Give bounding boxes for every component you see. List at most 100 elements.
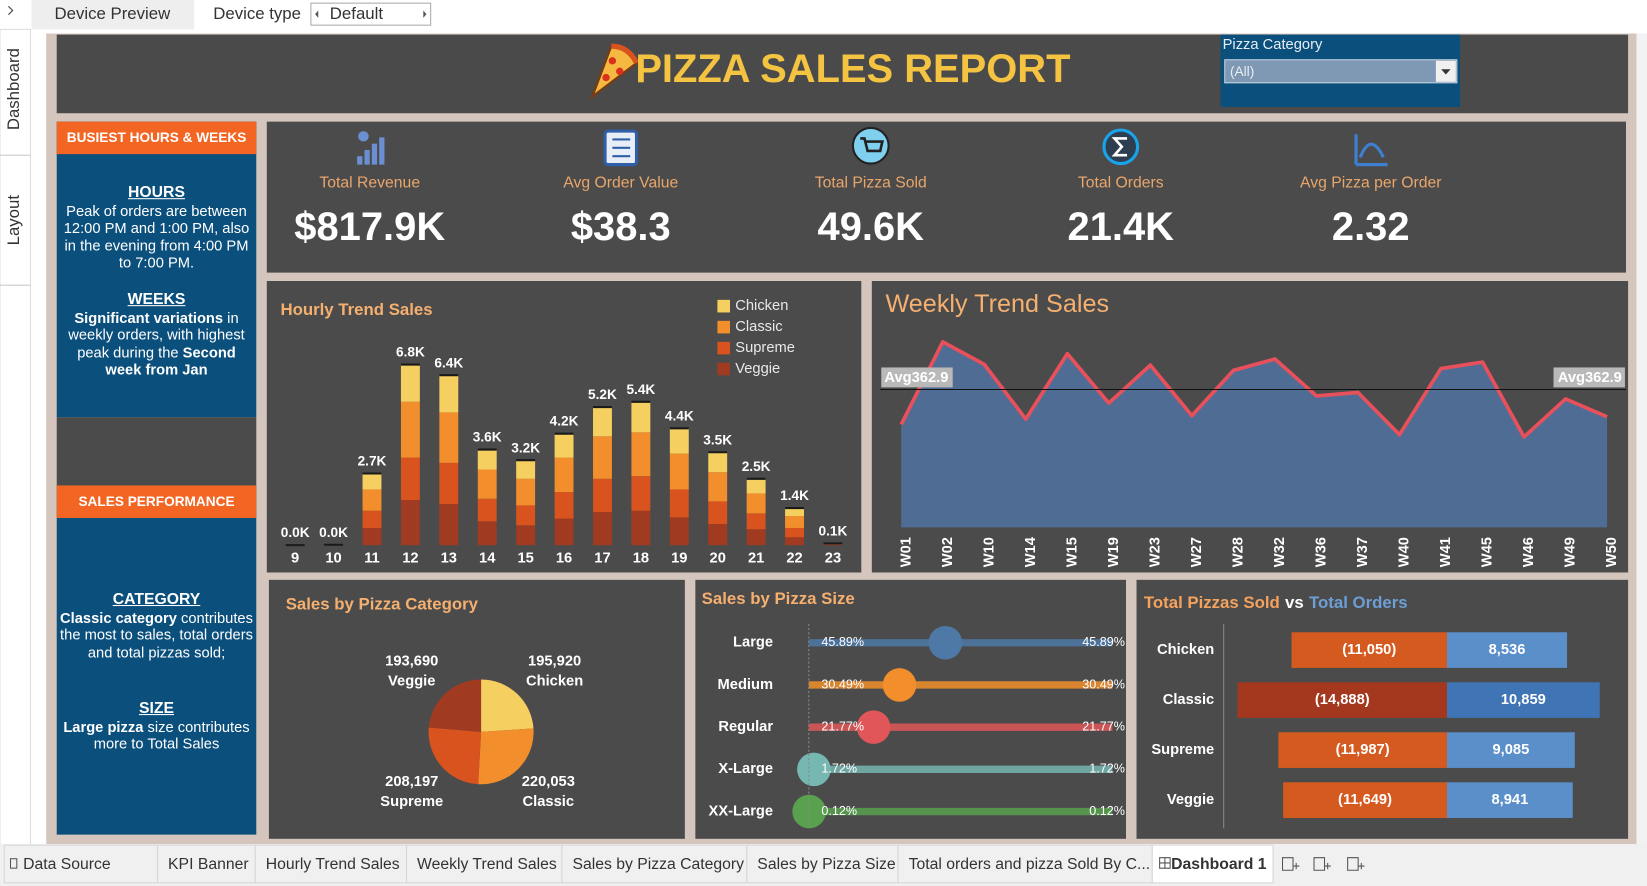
x-tick-label: W28 xyxy=(1231,537,1247,567)
tab-label: Weekly Trend Sales xyxy=(417,856,557,873)
bar-total-label: 3.2K xyxy=(511,440,540,455)
section-header-bg xyxy=(56,485,257,518)
new-sheet-button[interactable] xyxy=(1313,857,1331,871)
x-tick-label: 12 xyxy=(402,551,418,567)
legend-label: Classic xyxy=(735,319,782,335)
x-tick-label: 18 xyxy=(633,551,649,567)
side-tab[interactable]: Dashboard xyxy=(4,48,23,130)
title-series-a: Total Pizzas Sold xyxy=(1144,593,1280,612)
bar-total-label: 3.5K xyxy=(703,432,732,447)
tab[interactable] xyxy=(561,844,748,884)
y-tick-label: Supreme xyxy=(1151,742,1214,758)
x-tick-label: W19 xyxy=(1106,537,1122,567)
chart-title: Total Pizzas Sold vs Total Orders xyxy=(1144,593,1408,612)
note-run: Classic category xyxy=(60,608,177,626)
bar-segment xyxy=(400,457,420,501)
kpi-label: Total Pizza Sold xyxy=(815,175,927,192)
y-tick-label: Medium xyxy=(718,677,774,693)
legend-label: Veggie xyxy=(735,361,780,377)
kpi-icon-bar xyxy=(379,137,385,165)
bar-total-label: 5.2K xyxy=(588,387,617,402)
note-heading: CATEGORY xyxy=(112,591,201,609)
bar-segment xyxy=(516,478,536,506)
bar-segment xyxy=(477,449,497,470)
slice-category-label: Chicken xyxy=(526,673,583,689)
bar-segment xyxy=(516,505,536,526)
tab-label: KPI Banner xyxy=(168,856,249,873)
x-tick-label: W02 xyxy=(940,537,956,567)
bar-segment xyxy=(631,476,651,511)
bar-total-label: 4.4K xyxy=(665,408,694,423)
x-tick-label: 17 xyxy=(594,551,610,567)
note: WEEKS Significant variations in weekly or… xyxy=(59,291,254,378)
x-tick-label: W14 xyxy=(1023,536,1039,567)
tab-label: Sales by Pizza Size xyxy=(757,856,896,873)
kpi-icon xyxy=(851,126,890,165)
legend-label: Chicken xyxy=(735,298,788,314)
kpi-icon xyxy=(357,131,385,165)
note-text: Significant variations in weekly orders,… xyxy=(59,309,254,378)
device-type-select[interactable] xyxy=(310,2,432,26)
kpi-label: Avg Pizza per Order xyxy=(1300,175,1442,192)
value-label: 45.89% xyxy=(821,635,864,649)
x-tick-label: 22 xyxy=(786,551,802,567)
tab[interactable] xyxy=(897,844,1153,884)
bar-total-label: 0.0K xyxy=(281,525,310,540)
note-text: Classic category contributes the most to… xyxy=(59,609,254,661)
value-label: 1.72% xyxy=(821,762,857,776)
note-run: Second week from Jan xyxy=(105,343,236,378)
bar-segment xyxy=(554,492,574,519)
title-connector: vs xyxy=(1285,593,1304,612)
bar-segment xyxy=(593,407,612,437)
tab[interactable] xyxy=(3,844,159,884)
size-panel xyxy=(695,579,1127,839)
bar-segment xyxy=(593,512,612,546)
pie-slice xyxy=(428,679,482,732)
tab[interactable] xyxy=(1151,844,1274,884)
x-tick-label: W46 xyxy=(1521,537,1537,567)
device-preview-bg[interactable] xyxy=(31,0,195,30)
bar-value-label: (14,888) xyxy=(1315,692,1370,708)
bar-segment xyxy=(439,412,459,463)
y-tick-label: XX-Large xyxy=(709,803,774,819)
bar-segment xyxy=(669,453,689,490)
bar-segment xyxy=(708,472,728,502)
filter-select[interactable] xyxy=(1224,59,1458,84)
value-label: 0.12% xyxy=(1089,804,1125,818)
bar-segment xyxy=(785,537,804,546)
tab[interactable] xyxy=(254,844,408,884)
bar-total-label: 3.6K xyxy=(473,430,502,445)
bar-value-label: 10,859 xyxy=(1501,692,1546,708)
x-tick-label: 19 xyxy=(671,551,687,567)
x-tick-label: 11 xyxy=(364,551,380,567)
title-series-b: Total Orders xyxy=(1309,593,1408,612)
kpi-label: Avg Order Value xyxy=(563,175,678,192)
bar-segment xyxy=(400,500,420,546)
tab-label: Hourly Trend Sales xyxy=(266,856,400,873)
bar-segment xyxy=(593,478,612,513)
kpi-icon xyxy=(1102,128,1140,166)
sidebar-blue xyxy=(56,485,257,835)
slice-category-label: Classic xyxy=(523,794,574,810)
side-tab[interactable]: Layout xyxy=(4,195,23,246)
bar-segment xyxy=(554,457,574,493)
legend-swatch xyxy=(717,362,731,376)
new-sheet-button[interactable] xyxy=(1281,857,1300,871)
slice-category-label: Veggie xyxy=(388,673,435,689)
x-tick-label: 20 xyxy=(710,551,726,567)
bar-value-label: (11,649) xyxy=(1338,792,1392,808)
bar-segment xyxy=(708,501,728,524)
slice-value-label: 193,690 xyxy=(385,653,438,669)
x-tick-label: W10 xyxy=(981,537,997,567)
x-tick-label: W15 xyxy=(1064,537,1080,567)
note-run: Significant variations xyxy=(74,308,224,326)
bar-value-label: 8,941 xyxy=(1491,792,1528,808)
tab[interactable] xyxy=(157,844,256,884)
y-tick-label: Chicken xyxy=(1157,642,1214,658)
reference-label-bg xyxy=(881,367,953,388)
new-sheet-button[interactable] xyxy=(1347,857,1365,871)
kpi-label: Total Revenue xyxy=(319,175,420,192)
bar-total-label: 2.7K xyxy=(358,454,387,469)
